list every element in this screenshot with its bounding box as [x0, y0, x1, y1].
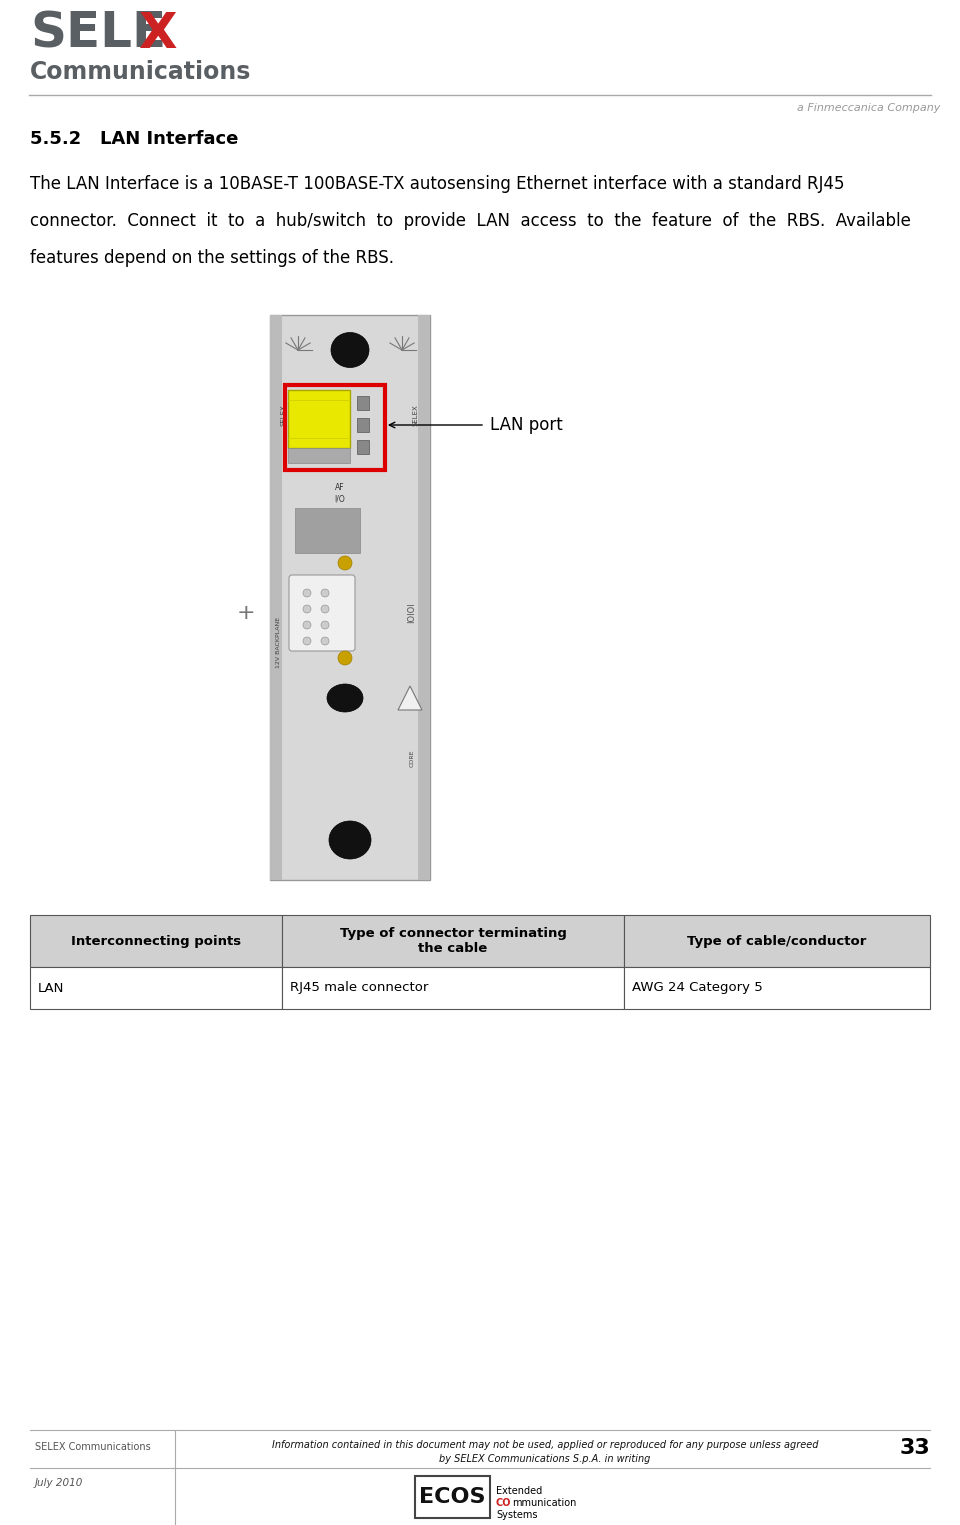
Text: SELEX Communications: SELEX Communications	[35, 1443, 151, 1452]
Text: Type of cable/conductor: Type of cable/conductor	[687, 935, 867, 947]
Text: +: +	[236, 602, 255, 624]
Text: mmunication: mmunication	[512, 1498, 576, 1508]
Bar	[282, 967, 624, 1010]
Text: Communications: Communications	[30, 59, 252, 84]
Text: IOIOI: IOIOI	[407, 602, 417, 624]
Text: ECOS: ECOS	[420, 1487, 486, 1507]
Bar	[418, 316, 430, 880]
Bar	[285, 384, 385, 470]
Text: 33: 33	[900, 1438, 930, 1458]
Text: X: X	[138, 11, 177, 58]
Circle shape	[338, 557, 352, 570]
Text: July 2010: July 2010	[35, 1478, 84, 1488]
Bar	[357, 396, 369, 410]
Circle shape	[303, 589, 311, 596]
Bar	[288, 390, 350, 448]
Text: connector.  Connect  it  to  a  hub/switch  to  provide  LAN  access  to  the  f: connector. Connect it to a hub/switch to…	[30, 212, 911, 230]
Text: LAN: LAN	[38, 982, 64, 994]
Text: 12V BACKPLANE: 12V BACKPLANE	[276, 618, 280, 668]
Ellipse shape	[331, 332, 369, 368]
Text: Interconnecting points: Interconnecting points	[71, 935, 241, 947]
Text: Extended: Extended	[496, 1485, 542, 1496]
Text: RJ45 male connector: RJ45 male connector	[290, 982, 428, 994]
Text: CORE: CORE	[410, 749, 415, 767]
Text: by SELEX Communications S.p.A. in writing: by SELEX Communications S.p.A. in writin…	[440, 1453, 651, 1464]
Circle shape	[321, 589, 329, 596]
Polygon shape	[398, 686, 422, 711]
Bar	[30, 967, 282, 1010]
FancyBboxPatch shape	[289, 575, 355, 651]
Text: Information contained in this document may not be used, applied or reproduced fo: Information contained in this document m…	[272, 1440, 818, 1450]
Bar	[295, 508, 360, 554]
Bar	[357, 418, 369, 432]
Ellipse shape	[327, 685, 363, 712]
Bar	[624, 967, 930, 1010]
Text: SELE: SELE	[30, 11, 166, 58]
Bar	[288, 448, 350, 464]
Circle shape	[321, 605, 329, 613]
Circle shape	[303, 621, 311, 628]
Ellipse shape	[329, 820, 371, 859]
Bar	[624, 915, 930, 967]
Text: a Finmeccanica Company: a Finmeccanica Company	[797, 104, 940, 113]
Text: features depend on the settings of the RBS.: features depend on the settings of the R…	[30, 249, 394, 267]
Circle shape	[303, 605, 311, 613]
Text: The LAN Interface is a 10BASE-T 100BASE-TX autosensing Ethernet interface with a: The LAN Interface is a 10BASE-T 100BASE-…	[30, 175, 845, 194]
Text: Systems: Systems	[496, 1510, 538, 1520]
Circle shape	[321, 637, 329, 645]
Text: I/O: I/O	[335, 494, 346, 503]
Text: SELEX: SELEX	[281, 404, 287, 425]
Bar	[282, 915, 624, 967]
Circle shape	[321, 621, 329, 628]
Circle shape	[303, 637, 311, 645]
Bar	[30, 915, 282, 967]
Text: SELEX: SELEX	[413, 404, 419, 425]
Bar	[415, 1476, 490, 1517]
Circle shape	[338, 651, 352, 665]
Text: AWG 24 Category 5: AWG 24 Category 5	[632, 982, 763, 994]
Text: Type of connector terminating
the cable: Type of connector terminating the cable	[340, 927, 566, 955]
Bar	[357, 441, 369, 454]
Text: CO: CO	[496, 1498, 512, 1508]
Text: 5.5.2   LAN Interface: 5.5.2 LAN Interface	[30, 130, 238, 148]
Bar	[270, 316, 282, 880]
Text: LAN port: LAN port	[490, 416, 563, 435]
Bar	[270, 316, 430, 880]
Text: AF: AF	[335, 483, 345, 493]
